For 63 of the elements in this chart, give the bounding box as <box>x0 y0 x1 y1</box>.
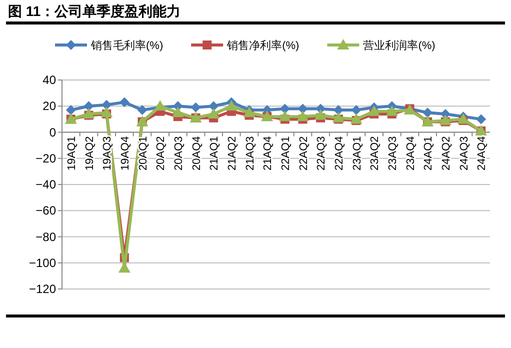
x-tick-label: 19AQ4 <box>119 136 132 170</box>
point <box>84 101 94 112</box>
point <box>350 113 362 124</box>
x-tick-label: 20AQ2 <box>155 136 168 170</box>
point <box>66 105 76 116</box>
y-tick-label: 40 <box>42 73 56 87</box>
point <box>137 105 148 116</box>
point <box>172 106 184 118</box>
point <box>439 114 452 125</box>
x-tick-label: 19AQ1 <box>66 136 78 170</box>
point <box>208 108 220 118</box>
y-tick-label: −20 <box>36 151 56 166</box>
point <box>296 110 309 122</box>
point <box>368 105 380 116</box>
point <box>333 105 344 116</box>
x-tick-label: 20AQ4 <box>190 136 203 170</box>
x-tick-label: 24AQ4 <box>476 136 488 170</box>
x-tick-label: 21AQ3 <box>244 136 256 170</box>
x-tick-label: 19AQ2 <box>84 136 96 170</box>
y-tick-label: −40 <box>36 178 56 192</box>
point <box>386 105 398 116</box>
point <box>298 104 308 114</box>
point <box>351 105 362 116</box>
x-tick-label: 22AQ1 <box>280 136 292 170</box>
x-tick-label: 21AQ2 <box>226 136 238 170</box>
x-tick-label: 24AQ2 <box>440 136 452 170</box>
y-tick-label: 20 <box>42 99 56 114</box>
point <box>208 101 219 112</box>
x-tick-label: 23AQ2 <box>369 136 382 170</box>
x-tick-label: 21AQ4 <box>262 136 274 170</box>
point <box>190 102 201 112</box>
y-tick-label: −120 <box>28 282 56 296</box>
point <box>422 108 433 118</box>
x-tick-label: 23AQ1 <box>351 136 364 170</box>
point <box>119 97 130 108</box>
x-tick-label: 22AQ2 <box>298 136 310 170</box>
point <box>280 104 290 114</box>
x-tick-label: 24AQ1 <box>422 136 435 170</box>
point <box>332 112 344 122</box>
point <box>278 110 291 122</box>
point <box>314 109 327 120</box>
x-tick-label: 23AQ3 <box>386 136 399 170</box>
x-tick-label: 22AQ4 <box>333 136 346 170</box>
x-tick-label: 21AQ1 <box>208 136 221 170</box>
x-tick-label: 19AQ3 <box>102 136 114 170</box>
y-tick-label: 0 <box>49 125 56 140</box>
x-tick-label: 20AQ1 <box>137 136 150 170</box>
point <box>102 100 112 110</box>
point <box>476 114 486 124</box>
legend-label: 销售毛利率(%) <box>90 39 164 52</box>
x-tick-label: 22AQ3 <box>316 136 328 170</box>
x-tick-label: 20AQ3 <box>172 136 185 170</box>
y-tick-label: −100 <box>28 256 56 270</box>
legend-label: 营业利润率(%) <box>363 39 436 52</box>
chart-title: 图 11：公司单季度盈利能力 <box>8 3 181 19</box>
x-tick-label: 24AQ3 <box>458 136 470 170</box>
point <box>100 106 113 118</box>
y-tick-label: −80 <box>36 230 56 244</box>
point <box>82 108 95 118</box>
x-tick-label: 23AQ4 <box>404 136 417 170</box>
point <box>225 100 238 111</box>
y-tick-label: −60 <box>36 204 56 218</box>
legend-label: 销售净利率(%) <box>226 39 300 52</box>
